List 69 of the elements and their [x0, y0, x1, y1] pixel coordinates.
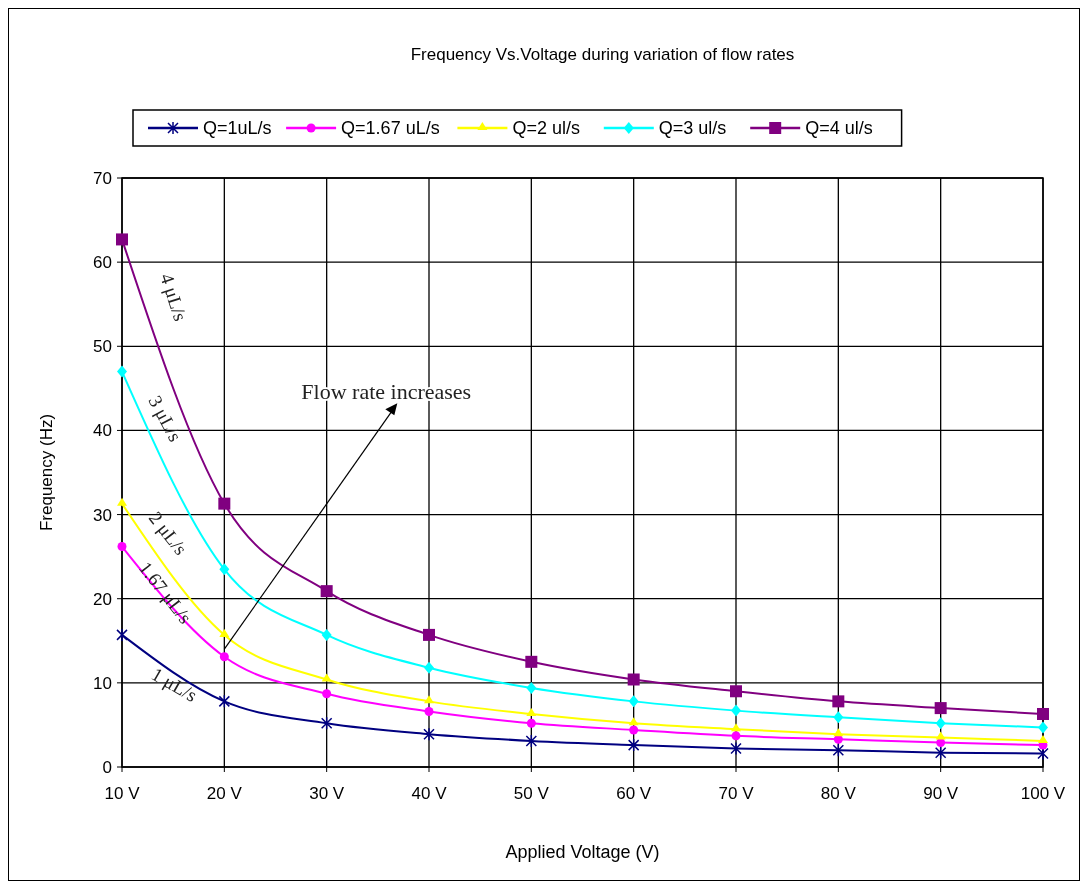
annotation: 1.67 μL/s — [134, 557, 197, 628]
x-axis-title: Applied Voltage (V) — [505, 842, 660, 862]
legend-label: Q=2 ul/s — [512, 118, 580, 139]
point — [934, 702, 947, 715]
x-tick-label: 30 V — [309, 784, 345, 803]
y-tick-label: 50 — [93, 337, 112, 357]
x-tick-label: 20 V — [206, 784, 243, 803]
point — [424, 695, 434, 704]
chart-title: Frequency Vs.Voltage during variation of flow rates — [410, 45, 795, 64]
legend-label: Q=1.67 uL/s — [341, 118, 440, 139]
x-tick-label: 100 V — [1020, 784, 1066, 803]
point — [526, 718, 536, 728]
point — [218, 694, 231, 709]
point — [628, 717, 639, 726]
x-tick-label: 50 V — [513, 784, 550, 803]
y-tick-label: 0 — [102, 757, 112, 777]
y-tick-label: 10 — [93, 673, 112, 693]
point — [423, 727, 435, 741]
x-tick-label: 80 V — [820, 784, 857, 803]
x-tick-label: 90 V — [923, 784, 959, 803]
point — [424, 706, 434, 716]
y-tick-label: 60 — [93, 253, 112, 273]
point — [320, 716, 333, 730]
legend-label: Q=1uL/s — [203, 118, 272, 139]
y-tick-label: 40 — [93, 421, 112, 441]
point — [322, 689, 332, 699]
y-tick-label: 20 — [93, 589, 112, 609]
point — [833, 711, 844, 724]
annotation: 4 μL/s — [156, 270, 192, 324]
point — [526, 681, 537, 694]
point — [629, 725, 639, 735]
point — [627, 673, 640, 686]
y-tick-label: 70 — [93, 168, 112, 188]
point — [731, 723, 741, 732]
y-tick-label: 30 — [93, 505, 112, 525]
y-axis-title: Frequency (Hz) — [37, 413, 56, 532]
annotation: 1 μL/s — [148, 663, 201, 706]
point — [116, 628, 128, 642]
point — [117, 542, 127, 552]
point — [935, 717, 946, 730]
point — [627, 738, 640, 752]
point — [525, 655, 538, 668]
annotation: 3 μL/s — [144, 392, 186, 445]
point — [219, 652, 229, 662]
point — [117, 365, 127, 378]
x-tick-label: 40 V — [411, 784, 448, 803]
point — [832, 695, 845, 708]
point — [525, 734, 538, 748]
point — [832, 743, 845, 757]
point — [833, 728, 844, 737]
x-tick-label: 60 V — [616, 784, 652, 803]
point — [731, 731, 741, 741]
annotation: 2 μL/s — [144, 507, 192, 559]
point — [628, 695, 639, 708]
point — [731, 704, 741, 717]
point — [1038, 721, 1048, 734]
point — [1037, 707, 1049, 720]
point — [934, 745, 947, 760]
point — [730, 685, 742, 698]
legend-label: Q=3 ul/s — [658, 118, 727, 139]
point — [935, 731, 946, 740]
legend-label: Q=4 ul/s — [805, 118, 873, 139]
point — [730, 741, 742, 756]
point — [1037, 746, 1049, 761]
point — [424, 661, 434, 674]
point — [116, 233, 128, 246]
x-tick-label: 70 V — [718, 784, 755, 803]
point — [423, 628, 435, 641]
x-tick-label: 10 V — [104, 784, 141, 803]
